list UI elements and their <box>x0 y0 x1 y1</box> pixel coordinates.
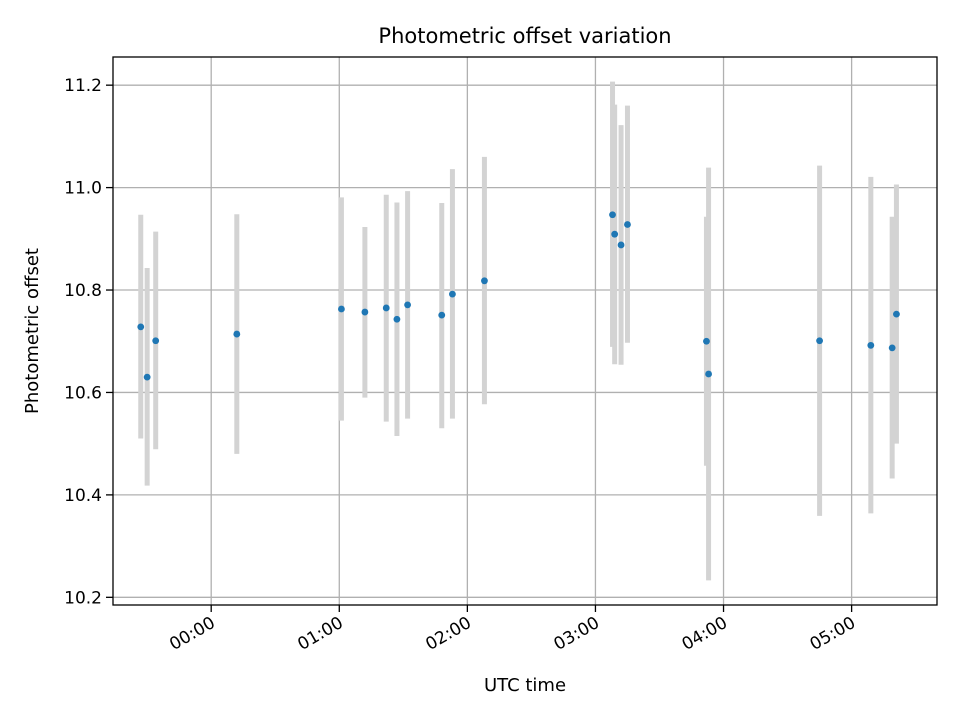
y-tick-label: 10.8 <box>64 281 102 301</box>
data-point <box>481 277 488 285</box>
data-point <box>361 308 369 316</box>
y-axis-label: Photometric offset <box>22 248 43 414</box>
data-point <box>449 290 456 298</box>
plot-frame <box>112 56 938 606</box>
data-point <box>703 337 710 345</box>
data-point <box>152 337 160 345</box>
y-tick-label: 11.0 <box>64 179 102 199</box>
y-tick-label: 10.4 <box>64 486 102 506</box>
data-point <box>404 301 411 309</box>
data-point <box>382 304 390 312</box>
x-axis-label: UTC time <box>484 675 566 696</box>
data-point <box>888 344 896 352</box>
data-point <box>438 311 446 319</box>
data-point <box>137 323 145 331</box>
y-tick-label: 10.2 <box>64 588 102 608</box>
data-point <box>624 221 631 228</box>
data-point <box>393 315 401 323</box>
data-point <box>893 310 900 318</box>
data-point <box>611 230 619 238</box>
point-layer <box>137 211 900 381</box>
data-point <box>816 337 823 345</box>
data-point <box>233 330 241 338</box>
data-point <box>867 341 875 349</box>
grid-layer <box>113 57 937 605</box>
data-point <box>609 211 616 219</box>
data-point <box>338 305 345 313</box>
data-point <box>617 241 625 249</box>
y-tick-label: 11.2 <box>64 76 102 96</box>
chart-title: Photometric offset variation <box>378 24 671 48</box>
plot-area-background <box>113 57 937 605</box>
data-point <box>705 370 712 378</box>
y-tick-label: 10.6 <box>64 383 102 403</box>
data-point <box>143 373 151 381</box>
